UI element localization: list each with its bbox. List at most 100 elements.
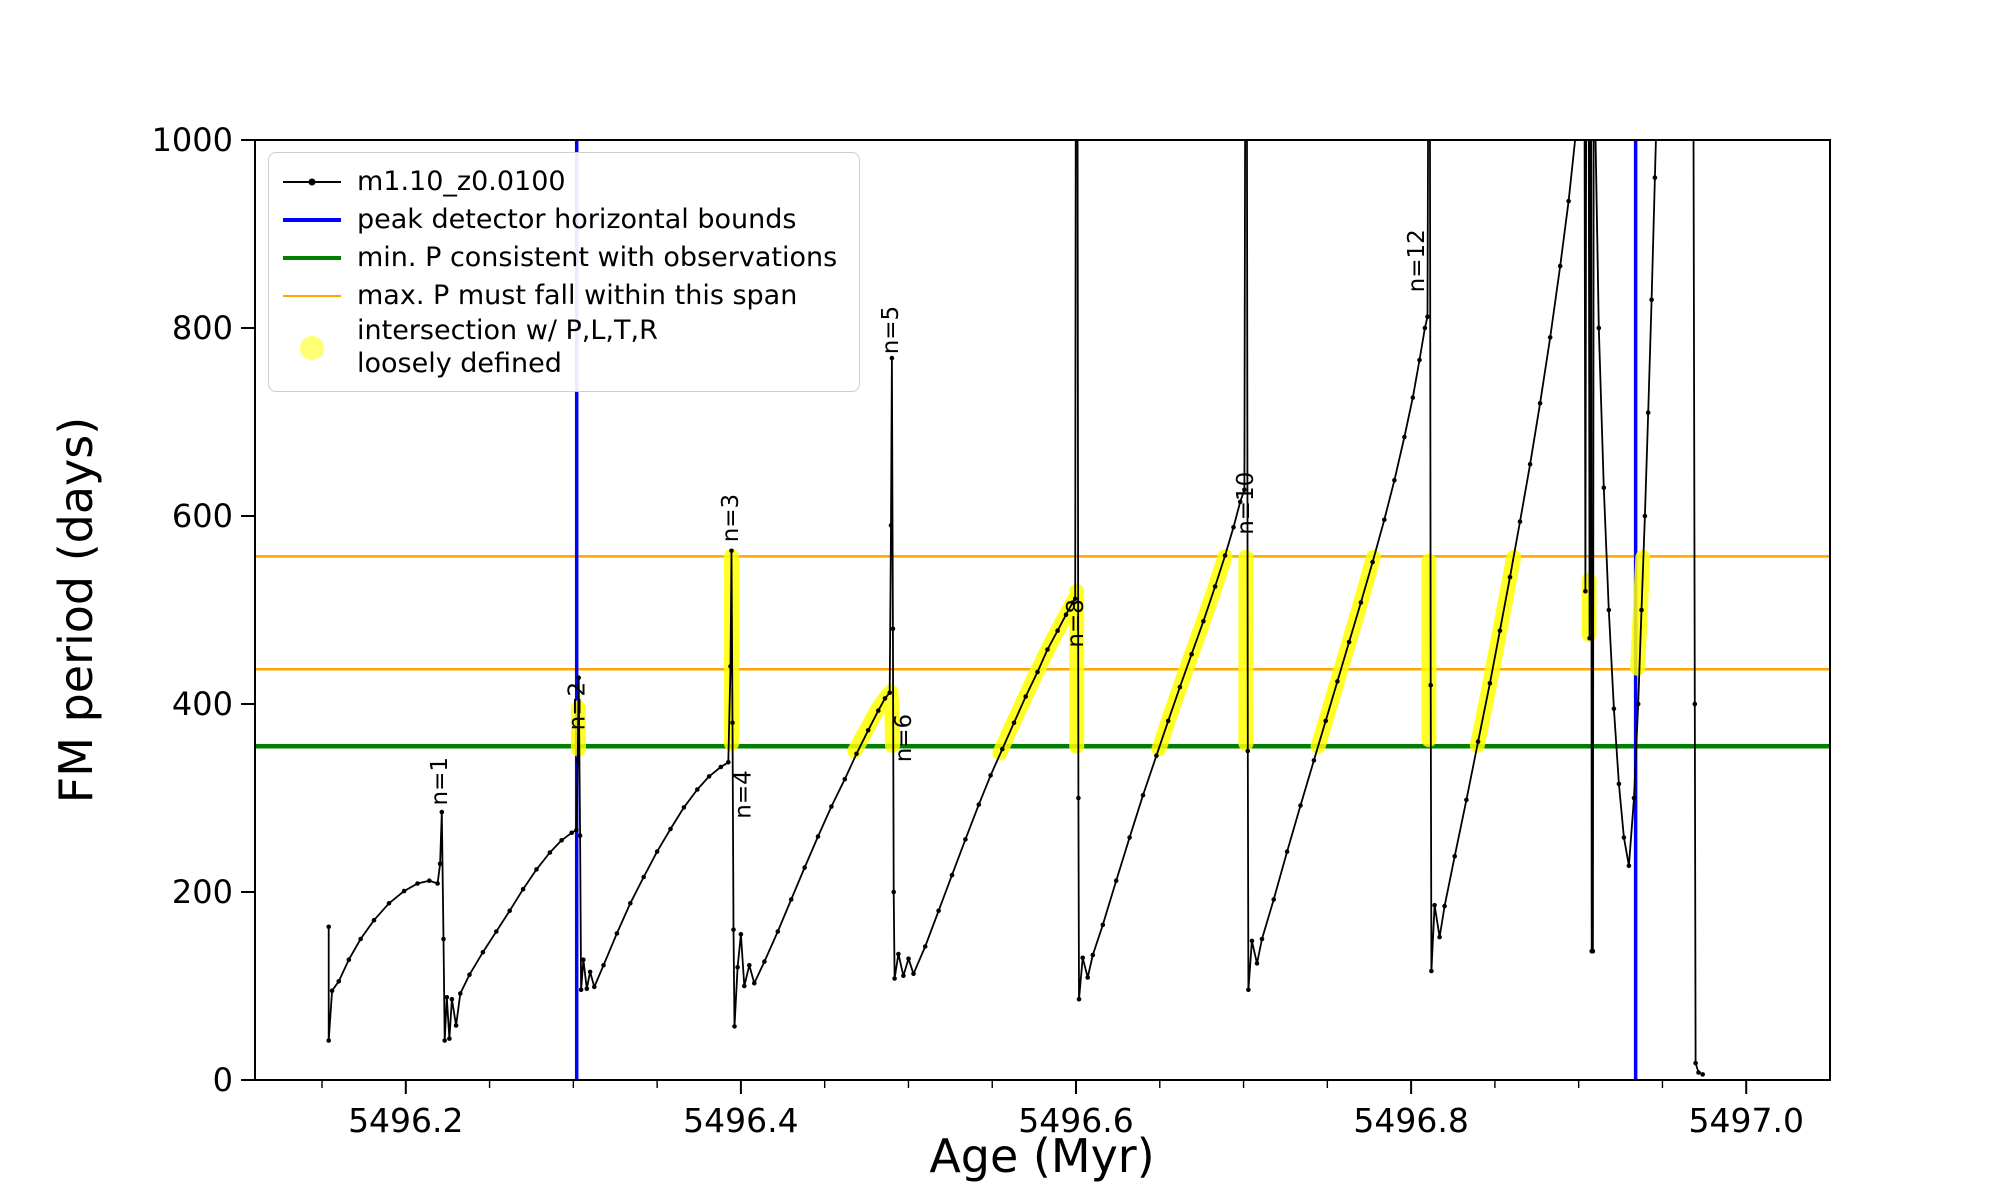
series-point <box>1487 681 1493 686</box>
series-point <box>1154 753 1159 758</box>
series-point <box>326 1038 332 1043</box>
series-point <box>1201 619 1206 624</box>
series-point <box>695 787 700 792</box>
series-point <box>1527 462 1533 467</box>
series-point <box>1165 718 1171 724</box>
series-point <box>887 690 892 695</box>
series-point <box>346 957 352 962</box>
series-point <box>427 878 432 883</box>
series-point <box>1696 1070 1701 1075</box>
series-point <box>1245 81 1250 86</box>
series-point <box>752 980 757 986</box>
series-point <box>1429 968 1434 974</box>
series-point <box>865 728 871 733</box>
series-point <box>1127 835 1132 840</box>
series-point <box>601 963 606 968</box>
legend-yellow-marker-sample <box>283 332 341 364</box>
series-point <box>1298 803 1303 808</box>
series-point <box>547 850 553 855</box>
legend-label-intersection-line2: loosely defined <box>357 347 562 379</box>
series-point <box>453 1023 459 1028</box>
series-point <box>578 987 584 993</box>
series-point <box>1557 263 1563 269</box>
series-point <box>444 995 450 1000</box>
series-point <box>1245 748 1251 754</box>
series-point <box>1582 81 1587 86</box>
series-point <box>1588 81 1593 86</box>
series-point <box>1652 175 1658 180</box>
series-point <box>1700 1072 1705 1077</box>
series-point <box>888 523 894 528</box>
series-point <box>1055 628 1060 633</box>
series-point <box>1335 679 1340 684</box>
series-point <box>1074 81 1079 86</box>
series-point <box>1639 607 1644 613</box>
series-point <box>1243 81 1248 86</box>
legend-green-line-sample <box>283 242 341 274</box>
series-point <box>1045 647 1050 652</box>
y-tick-label: 1000 <box>152 121 233 159</box>
series-point <box>730 720 735 726</box>
series-point <box>507 908 512 914</box>
y-tick-label: 400 <box>172 685 233 723</box>
legend-orange-line-sample <box>283 280 341 312</box>
x-tick-label: 5496.2 <box>348 1101 463 1140</box>
series-point <box>1100 922 1106 928</box>
series-point <box>1432 902 1437 908</box>
series-point <box>458 991 463 996</box>
series-point <box>936 908 941 914</box>
series-point <box>1645 410 1651 415</box>
legend-label-max-p: max. P must fall within this span <box>357 279 798 311</box>
series-point <box>577 833 583 838</box>
series-point <box>1591 81 1596 86</box>
series-point <box>922 944 928 949</box>
series-point <box>949 872 955 878</box>
series-point <box>574 827 579 833</box>
series-point <box>842 776 848 782</box>
series-point <box>726 760 731 765</box>
series-point <box>441 936 446 942</box>
series-point <box>336 979 342 984</box>
series-point <box>439 809 445 815</box>
series-point <box>1428 81 1433 86</box>
series-point <box>976 802 982 807</box>
series-point <box>520 886 526 892</box>
series-point <box>1259 936 1265 942</box>
legend-blue-line-sample <box>283 204 341 236</box>
series-point <box>1222 553 1228 558</box>
series-point <box>447 1036 452 1041</box>
series-point <box>1392 478 1397 483</box>
series-point <box>1417 357 1422 363</box>
series-point <box>1587 635 1592 641</box>
y-tick-label: 800 <box>172 309 233 347</box>
series-point <box>1611 706 1617 711</box>
series-point <box>1693 1060 1698 1066</box>
series-point <box>559 838 564 843</box>
peak-annotation: n=8 <box>1063 599 1089 647</box>
series-point <box>1000 746 1005 752</box>
series-point <box>437 861 443 867</box>
series-point <box>1090 952 1096 958</box>
series-point <box>480 949 486 955</box>
series-point <box>1189 651 1194 657</box>
peak-annotation: n=4 <box>731 770 757 818</box>
peak-annotation: n=2 <box>565 682 591 730</box>
series-point <box>326 924 332 930</box>
series-point <box>1076 996 1082 1002</box>
series-point <box>584 986 590 992</box>
series-point <box>1249 938 1255 944</box>
series-point <box>728 664 733 669</box>
series-point <box>1428 682 1433 688</box>
series-point <box>641 874 646 880</box>
peak-annotation: n=10 <box>1233 472 1259 535</box>
series-point <box>1442 903 1447 909</box>
series-point <box>1475 739 1481 744</box>
series-point <box>1692 701 1698 707</box>
legend-series-line-sample <box>283 166 341 198</box>
series-point <box>882 696 888 701</box>
series-point <box>1242 487 1247 493</box>
series-point <box>1425 314 1430 320</box>
series-point <box>1589 81 1594 86</box>
series-point <box>1284 849 1290 854</box>
series-point <box>1616 781 1622 787</box>
